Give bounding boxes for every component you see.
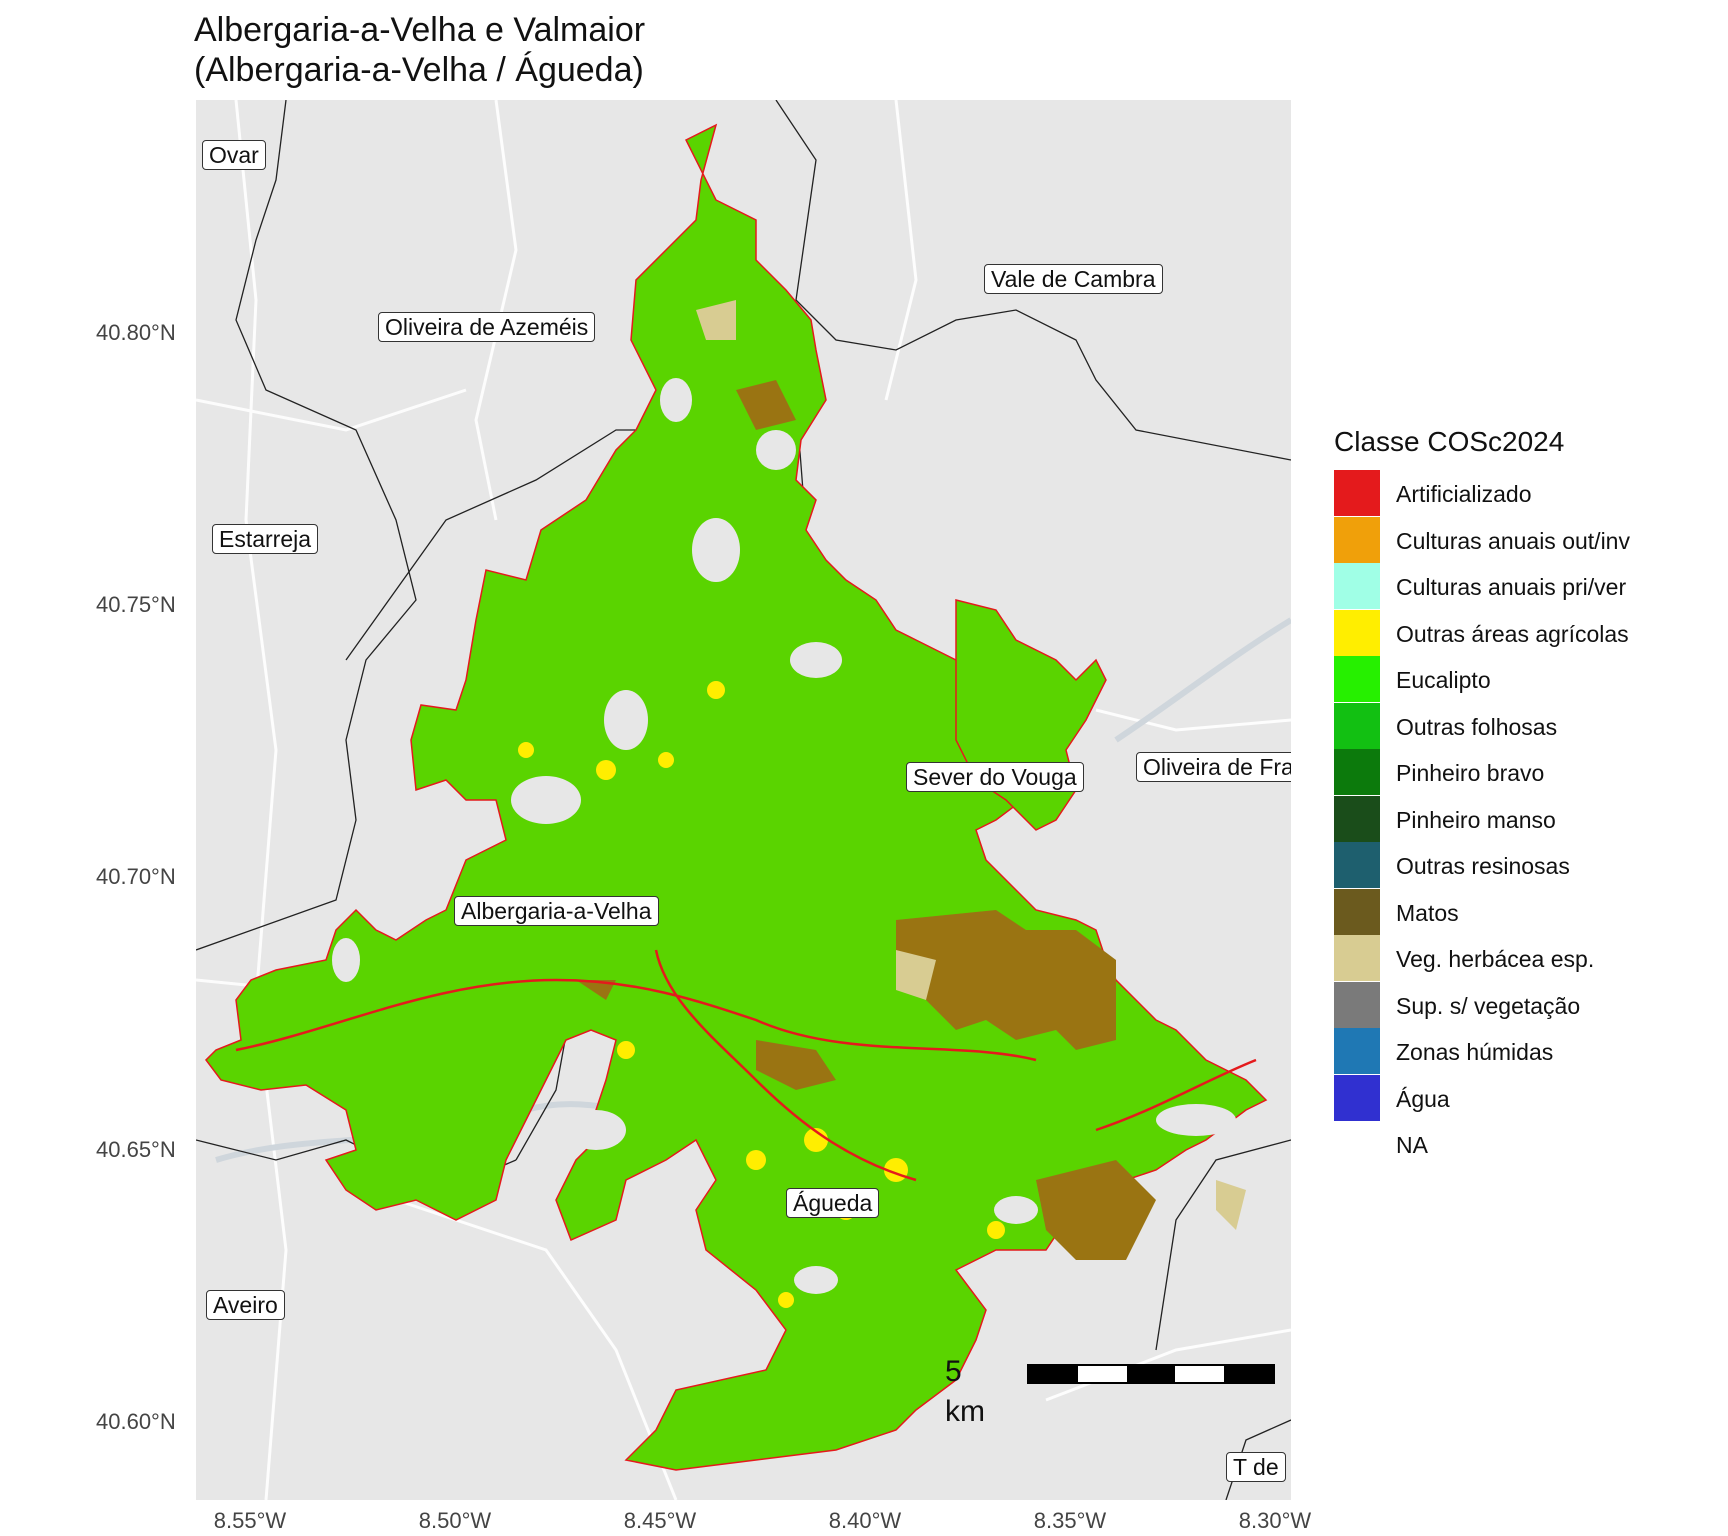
interior-holes	[332, 378, 1236, 1294]
legend-item: Pinheiro manso	[1334, 795, 1564, 843]
legend-item: NA	[1334, 1121, 1564, 1168]
legend-label: Outras áreas agrícolas	[1396, 620, 1629, 647]
place-label-albergaria-a-velha: Albergaria-a-Velha	[454, 896, 659, 926]
legend-label: Água	[1396, 1085, 1450, 1112]
legend-item: Outras áreas agrícolas	[1334, 609, 1629, 657]
map-panel[interactable]: Ovar Vale de Cambra Oliveira de Azeméis …	[196, 100, 1291, 1500]
legend-swatch	[1334, 1121, 1380, 1167]
y-tick-label: 40.80°N	[96, 320, 176, 345]
place-label-ovar: Ovar	[202, 140, 266, 170]
legend-label: Matos	[1396, 899, 1459, 926]
land-cover-layer	[205, 123, 1268, 1471]
legend-swatch	[1334, 795, 1380, 842]
y-tick-label: 40.65°N	[96, 1137, 176, 1162]
x-tick-label: 8.30°W	[1238, 1508, 1312, 1533]
x-tick-label: 8.35°W	[1033, 1508, 1107, 1533]
legend: Classe COSc2024 Artificializado Culturas …	[1334, 426, 1630, 1168]
matos-patches	[576, 380, 1156, 1260]
artificial-roads	[235, 949, 1257, 1182]
x-tick-label: 8.55°W	[213, 1508, 287, 1533]
legend-swatch	[1334, 935, 1380, 981]
legend-swatch	[1334, 563, 1380, 609]
map-title: Albergaria-a-Velha e Valmaior (Albergari…	[194, 10, 645, 90]
legend-item: Artificializado	[1334, 470, 1564, 517]
legend-label: NA	[1396, 1132, 1428, 1158]
legend-item: Água	[1334, 1074, 1564, 1122]
place-label-aveiro: Aveiro	[206, 1290, 285, 1320]
legend-swatch	[1334, 749, 1380, 795]
legend-items: Artificializado Culturas anuais out/inv Cu…	[1334, 470, 1630, 1168]
herbaceous-patches	[696, 300, 1246, 1230]
legend-swatch	[1334, 656, 1380, 702]
legend-swatch	[1334, 609, 1380, 656]
legend-swatch	[1334, 516, 1380, 563]
legend-label: Eucalipto	[1396, 667, 1491, 693]
legend-item: Zonas húmidas	[1334, 1028, 1564, 1075]
legend-label: Outras folhosas	[1396, 713, 1558, 740]
legend-item: Eucalipto	[1334, 656, 1564, 703]
place-label-oliveira-de-azemeis: Oliveira de Azeméis	[378, 312, 596, 342]
scale-bar-graphic	[1027, 1364, 1275, 1384]
legend-swatch	[1334, 842, 1380, 888]
legend-swatch	[1334, 702, 1380, 749]
place-label-tondela-partial: T de	[1226, 1452, 1286, 1482]
x-tick-label: 8.45°W	[623, 1508, 697, 1533]
legend-label: Culturas anuais out/inv	[1396, 527, 1630, 554]
legend-label: Outras resinosas	[1396, 853, 1570, 879]
legend-swatch	[1334, 470, 1380, 516]
legend-label: Zonas húmidas	[1396, 1039, 1554, 1065]
legend-item: Culturas anuais out/inv	[1334, 516, 1630, 564]
y-tick-label: 40.70°N	[96, 864, 176, 889]
x-tick-label: 8.40°W	[828, 1508, 902, 1533]
legend-label: Pinheiro manso	[1396, 806, 1556, 833]
legend-item: Pinheiro bravo	[1334, 749, 1564, 796]
legend-swatch	[1334, 981, 1380, 1028]
legend-title: Classe COSc2024	[1334, 426, 1565, 457]
legend-item: Outras resinosas	[1334, 842, 1570, 889]
legend-swatch	[1334, 1028, 1380, 1074]
y-tick-label: 40.75°N	[96, 592, 176, 617]
legend-item: Culturas anuais pri/ver	[1334, 563, 1626, 610]
place-label-agueda: Águeda	[786, 1188, 880, 1218]
place-label-oliveira-de-frades: Oliveira de Fra	[1136, 752, 1291, 782]
title-line-2: (Albergaria-a-Velha / Águeda)	[194, 51, 644, 89]
legend-item: Sup. s/ vegetação	[1334, 981, 1580, 1029]
legend-label: Culturas anuais pri/ver	[1396, 574, 1627, 600]
scale-bar-label: 5 km	[945, 1355, 985, 1428]
map-canvas	[196, 100, 1291, 1500]
legend-swatch	[1334, 1074, 1380, 1121]
title-line-1: Albergaria-a-Velha e Valmaior	[194, 11, 646, 49]
legend-label: Veg. herbácea esp.	[1396, 946, 1595, 972]
place-label-sever-do-vouga: Sever do Vouga	[906, 762, 1084, 792]
place-label-vale-de-cambra: Vale de Cambra	[984, 264, 1163, 294]
legend-item: Outras folhosas	[1334, 702, 1564, 750]
place-label-estarreja: Estarreja	[212, 524, 319, 554]
y-tick-label: 40.60°N	[96, 1409, 176, 1434]
legend-item: Matos	[1334, 888, 1564, 936]
agricultural-patches	[518, 681, 1005, 1308]
legend-label: Artificializado	[1396, 481, 1532, 507]
legend-label: Sup. s/ vegetação	[1396, 992, 1581, 1019]
legend-label: Pinheiro bravo	[1396, 760, 1545, 786]
legend-item: Veg. herbácea esp.	[1334, 935, 1594, 982]
legend-swatch	[1334, 888, 1380, 935]
x-tick-label: 8.50°W	[418, 1508, 492, 1533]
